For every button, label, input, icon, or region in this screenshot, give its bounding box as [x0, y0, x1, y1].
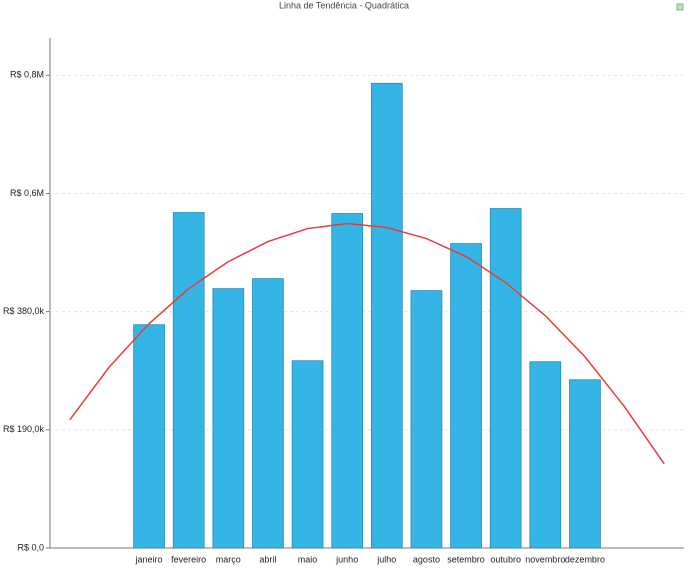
chart-title: Linha de Tendência - Quadrática: [279, 0, 409, 10]
bar: [331, 213, 364, 549]
bar: [529, 361, 562, 549]
bar: [212, 288, 245, 549]
bar: [569, 379, 601, 549]
x-tick-label: fevereiro: [171, 554, 206, 564]
y-tick-label: R$ 190,0k: [3, 424, 45, 434]
x-tick-label: julho: [376, 554, 396, 564]
x-tick-label: agosto: [413, 554, 440, 564]
x-tick-label: junho: [335, 554, 358, 564]
x-tick-label: novembro: [525, 554, 565, 564]
x-tick-label: maio: [298, 554, 318, 564]
y-tick-label: R$ 0,6M: [10, 188, 44, 198]
x-tick-label: abril: [259, 554, 276, 564]
bar: [410, 290, 443, 549]
bar: [450, 243, 482, 549]
x-tick-label: dezembro: [565, 554, 605, 564]
x-tick-label: março: [216, 554, 241, 564]
bar: [489, 208, 522, 549]
x-tick-label: outubro: [490, 554, 521, 564]
x-tick-label: janeiro: [135, 554, 163, 564]
bar: [252, 278, 284, 549]
y-tick-label: R$ 380,0k: [3, 306, 45, 316]
trend-line: [69, 222, 665, 465]
bar: [370, 82, 403, 549]
bar: [133, 324, 165, 549]
y-tick-label: R$ 0,8M: [10, 70, 44, 80]
bar: [172, 212, 205, 549]
bar: [291, 360, 324, 549]
y-tick-label: R$ 0,0: [17, 542, 44, 552]
x-tick-label: setembro: [447, 554, 485, 564]
legend-toggle[interactable]: [676, 3, 684, 11]
